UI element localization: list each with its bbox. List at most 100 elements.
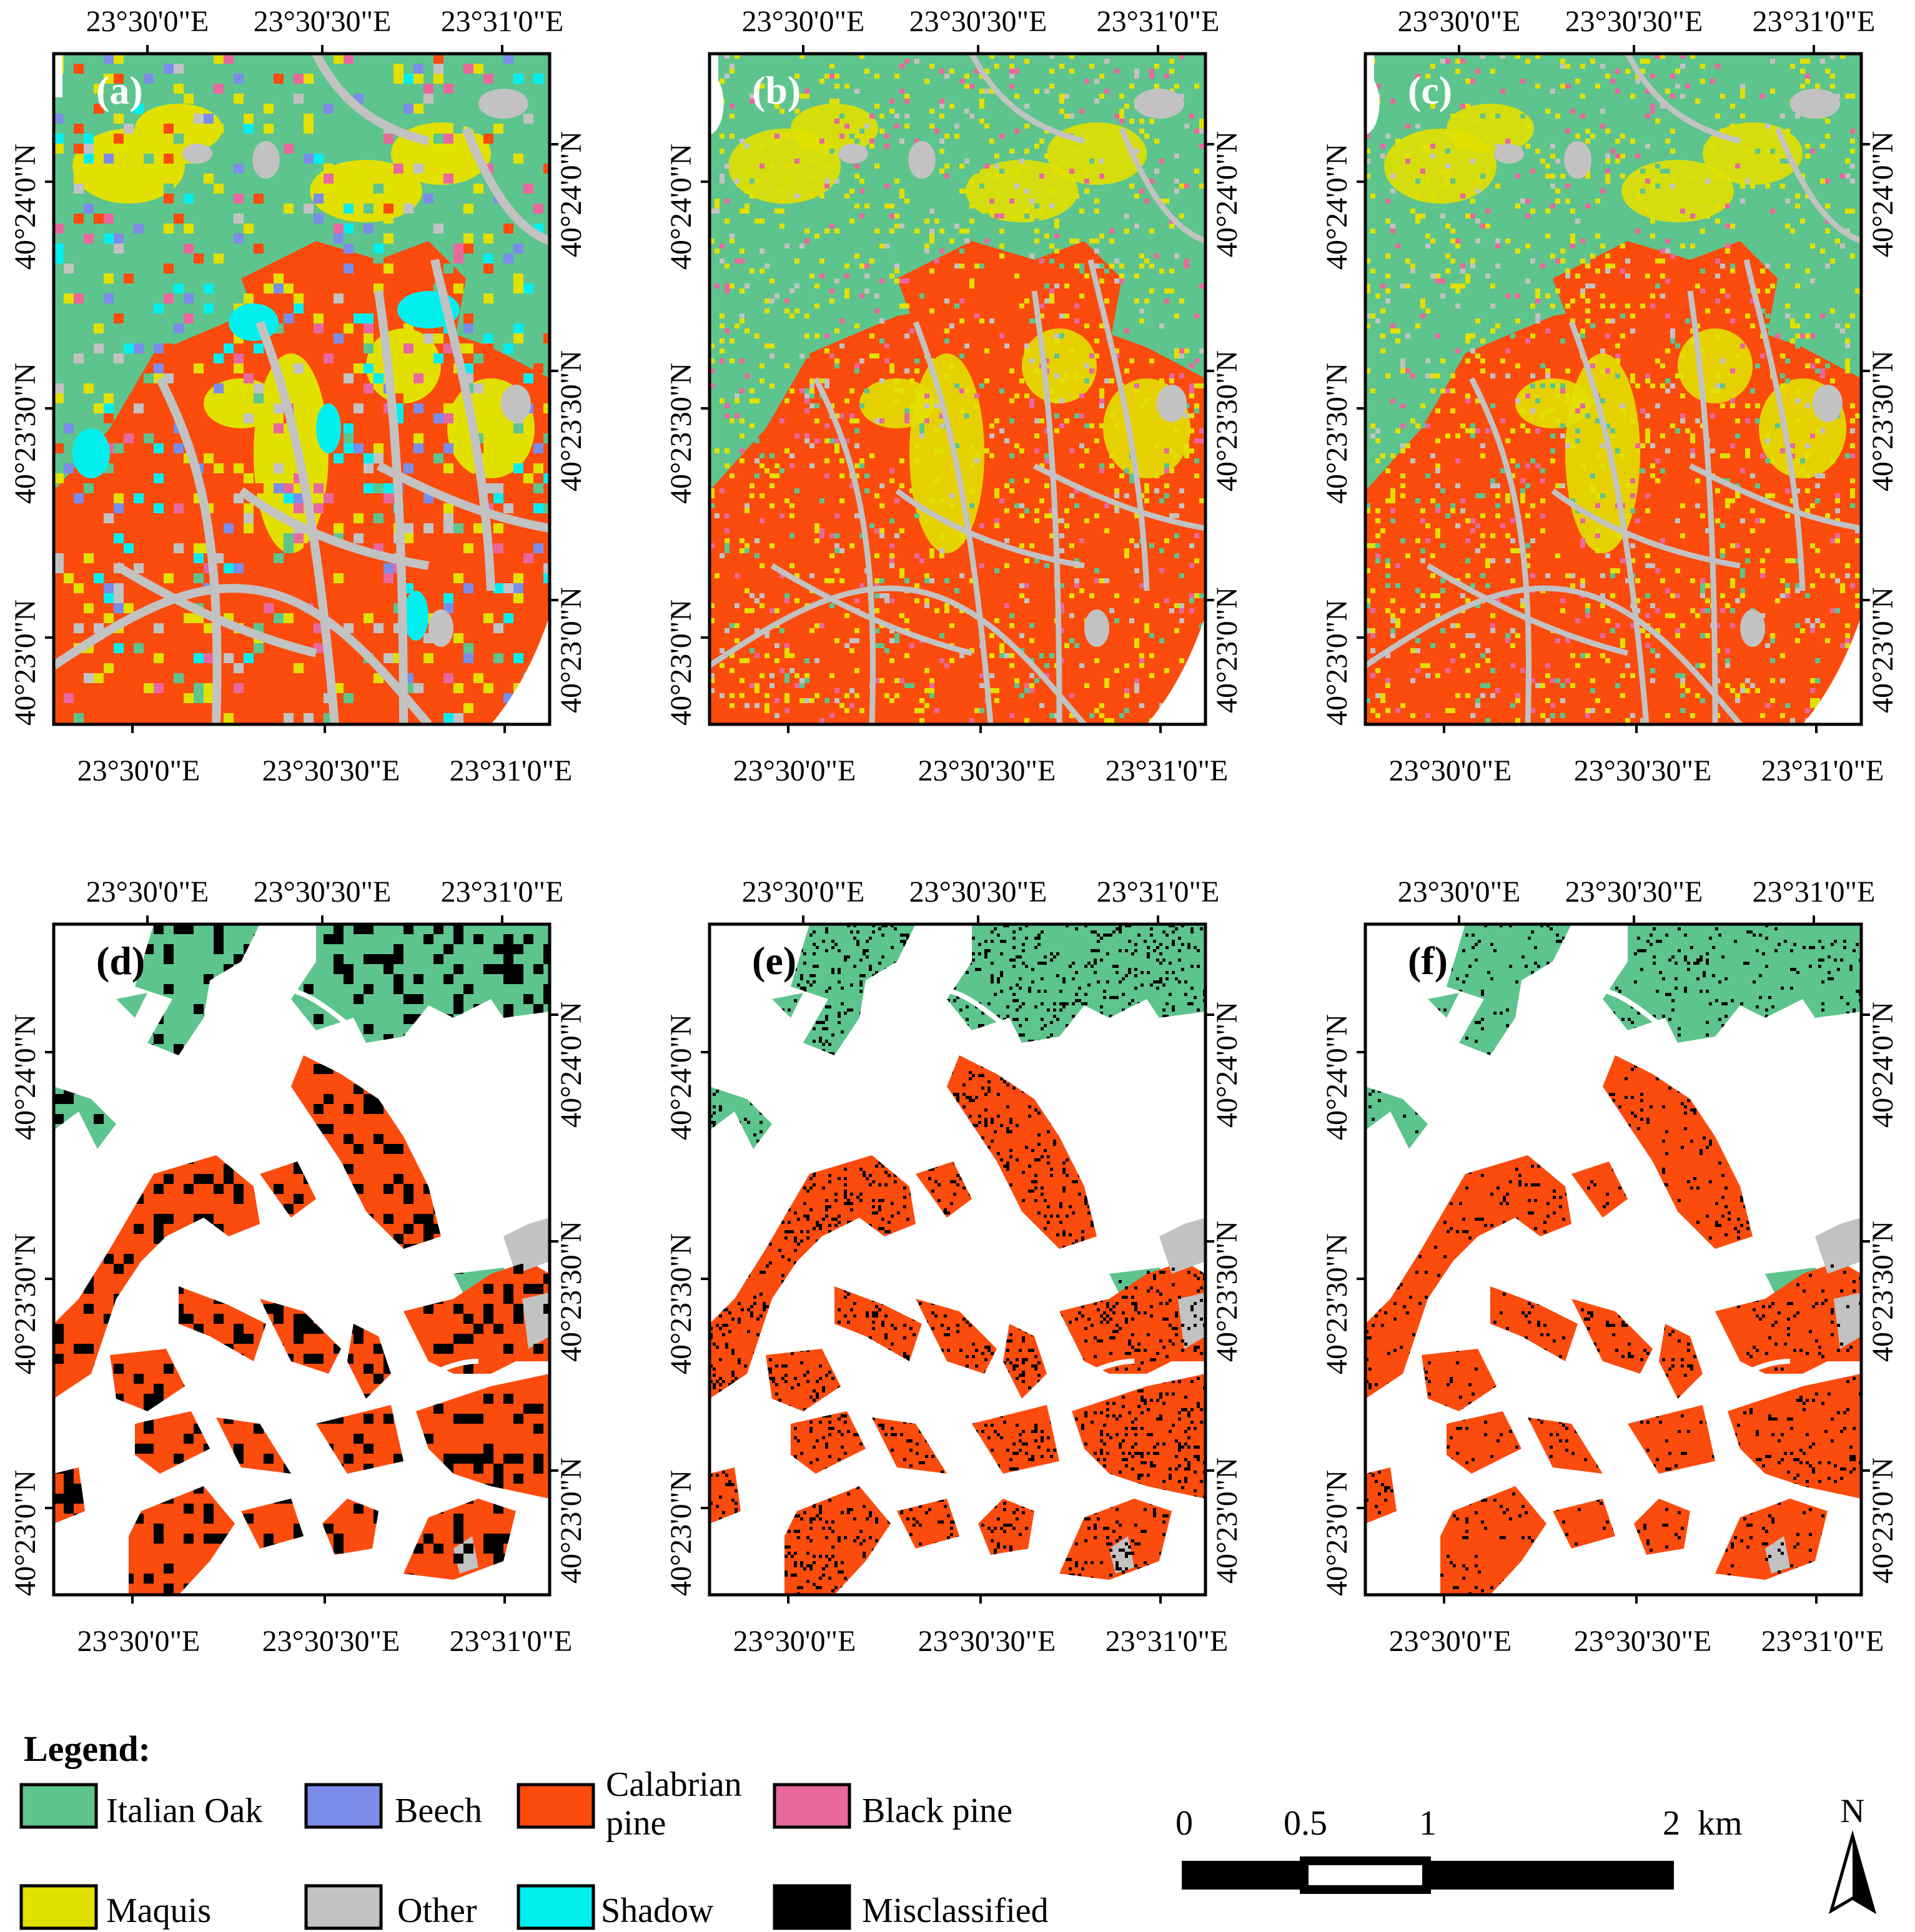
- maquis-patch: [310, 160, 422, 222]
- class-pixel: [1815, 358, 1820, 363]
- class-pixel: [443, 523, 453, 533]
- class-pixel: [1004, 538, 1009, 543]
- class-pixel: [1650, 603, 1655, 608]
- class-pixel: [909, 683, 914, 688]
- class-pixel: [849, 688, 854, 693]
- right-tick-label: 40°23'30"N: [1210, 1221, 1244, 1362]
- class-pixel: [1555, 553, 1560, 558]
- class-pixel: [1700, 288, 1705, 293]
- class-pixel: [784, 308, 789, 313]
- class-pixel: [869, 144, 874, 149]
- left-tick-label: 40°23'30"N: [665, 363, 698, 504]
- class-pixel: [1365, 149, 1370, 154]
- class-pixel: [1540, 498, 1545, 503]
- class-pixel: [1795, 558, 1800, 563]
- class-pixel: [894, 124, 899, 129]
- class-pixel: [1069, 543, 1074, 548]
- class-pixel: [1044, 283, 1049, 288]
- class-pixel: [929, 109, 934, 114]
- class-pixel: [1435, 313, 1440, 318]
- class-pixel: [904, 408, 909, 413]
- class-pixel: [1174, 553, 1179, 558]
- class-pixel: [244, 114, 254, 124]
- class-pixel: [954, 264, 959, 269]
- class-pixel: [854, 174, 859, 179]
- class-pixel: [1820, 59, 1825, 64]
- class-pixel: [1750, 323, 1755, 328]
- class-pixel: [1585, 653, 1590, 658]
- class-pixel: [1525, 244, 1530, 249]
- class-pixel: [834, 119, 839, 124]
- class-pixel: [1024, 598, 1029, 603]
- class-pixel: [1680, 244, 1685, 249]
- class-pixel: [1515, 249, 1520, 254]
- class-pixel: [1510, 628, 1515, 633]
- class-pixel: [1525, 543, 1530, 548]
- class-pixel: [959, 533, 964, 538]
- class-pixel: [765, 298, 769, 303]
- class-pixel: [344, 423, 354, 433]
- stream-cut: [1701, 1359, 1791, 1401]
- class-pixel: [1059, 603, 1064, 608]
- class-pixel: [94, 573, 104, 583]
- class-pixel: [344, 244, 354, 254]
- class-pixel: [1520, 598, 1525, 603]
- class-pixel: [1134, 678, 1139, 683]
- class-pixel: [1760, 453, 1765, 458]
- legend-swatch: [773, 1783, 851, 1829]
- class-pixel: [864, 488, 869, 493]
- nodata-area: [1147, 616, 1205, 724]
- class-pixel: [834, 513, 839, 518]
- class-pixel: [1715, 383, 1720, 388]
- class-pixel: [1780, 593, 1785, 598]
- class-pixel: [774, 104, 779, 109]
- class-pixel: [104, 214, 114, 224]
- class-pixel: [1665, 613, 1670, 618]
- class-pixel: [1470, 348, 1475, 353]
- class-pixel: [884, 343, 889, 348]
- class-pixel: [1450, 658, 1455, 663]
- class-pixel: [1375, 668, 1380, 673]
- class-pixel: [1465, 398, 1470, 403]
- class-pixel: [1580, 403, 1585, 408]
- class-pixel: [1820, 623, 1825, 628]
- class-pixel: [1455, 458, 1460, 463]
- class-pixel: [1640, 169, 1645, 174]
- class-pixel: [799, 298, 804, 303]
- class-pixel: [794, 159, 799, 164]
- class-pixel: [999, 653, 1004, 658]
- class-pixel: [1670, 129, 1675, 134]
- class-pixel: [1059, 264, 1064, 269]
- legend-label: Other: [397, 1891, 477, 1930]
- stream-line: [1551, 488, 1741, 569]
- class-pixel: [725, 413, 730, 418]
- class-pixel: [809, 388, 814, 393]
- class-pixel: [1114, 114, 1119, 119]
- class-pixel: [134, 403, 144, 413]
- class-pixel: [1500, 323, 1505, 328]
- top-tick-label: 23°31'0"E: [1753, 5, 1876, 38]
- class-pixel: [1690, 448, 1695, 453]
- class-pixel: [1064, 373, 1069, 378]
- class-pixel: [1760, 613, 1765, 618]
- left-tick-label: 40°23'30"N: [9, 1233, 42, 1374]
- class-pixel: [1370, 708, 1375, 713]
- class-pixel: [1595, 503, 1600, 508]
- class-pixel: [879, 503, 884, 508]
- class-pixel: [1575, 408, 1580, 413]
- class-pixel: [1780, 353, 1785, 358]
- class-pixel: [533, 363, 543, 373]
- class-pixel: [1465, 219, 1470, 224]
- class-pixel: [1850, 403, 1855, 408]
- class-pixel: [1089, 64, 1094, 69]
- class-pixel: [1840, 54, 1845, 59]
- class-pixel: [1415, 179, 1420, 184]
- class-pixel: [1615, 358, 1620, 363]
- class-pixel: [879, 378, 884, 383]
- class-pixel: [1585, 139, 1590, 144]
- class-pixel: [760, 269, 765, 274]
- class-pixel: [1410, 678, 1415, 683]
- class-pixel: [334, 54, 344, 64]
- class-pixel: [799, 54, 804, 59]
- other-reference-polygon: [503, 1218, 550, 1274]
